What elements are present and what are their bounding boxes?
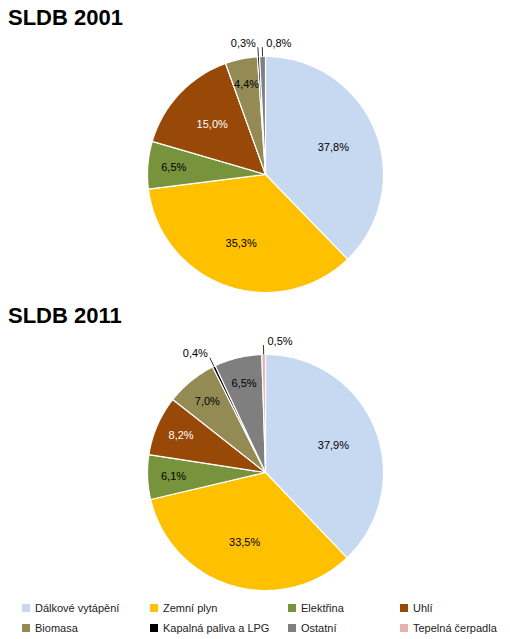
svg-text:0,5%: 0,5%	[268, 335, 293, 347]
svg-text:6,5%: 6,5%	[161, 161, 186, 173]
svg-text:0,4%: 0,4%	[183, 347, 208, 359]
svg-text:0,8%: 0,8%	[266, 37, 291, 49]
svg-text:6,5%: 6,5%	[231, 377, 256, 389]
svg-text:8,2%: 8,2%	[169, 429, 194, 441]
svg-text:33,5%: 33,5%	[229, 536, 260, 548]
html-text:Uhlí: Uhlí	[413, 602, 433, 614]
svg-text:37,9%: 37,9%	[318, 439, 349, 451]
svg-text:35,3%: 35,3%	[226, 237, 257, 249]
html-text:Ostatní: Ostatní	[301, 622, 337, 634]
html-text:SLDB 2011: SLDB 2011	[8, 303, 122, 328]
html-text:Tepelná čerpadla: Tepelná čerpadla	[413, 622, 497, 634]
html-text:Dálkové vytápění: Dálkové vytápění	[35, 602, 120, 614]
svg-text:0,3%: 0,3%	[231, 37, 256, 49]
svg-text:4,4%: 4,4%	[234, 78, 259, 90]
svg-text:15,0%: 15,0%	[197, 118, 228, 130]
html-text:Biomasa: Biomasa	[35, 622, 78, 634]
svg-text:6,1%: 6,1%	[161, 470, 186, 482]
svg-text:37,8%: 37,8%	[318, 141, 349, 153]
html-text:Kapalná paliva a LPG: Kapalná paliva a LPG	[163, 622, 270, 634]
svg-text:7,0%: 7,0%	[195, 395, 220, 407]
html-text:SLDB 2001: SLDB 2001	[8, 5, 123, 30]
html-text:Zemní plyn: Zemní plyn	[163, 602, 218, 614]
html-text:Elektřina: Elektřina	[301, 602, 344, 614]
